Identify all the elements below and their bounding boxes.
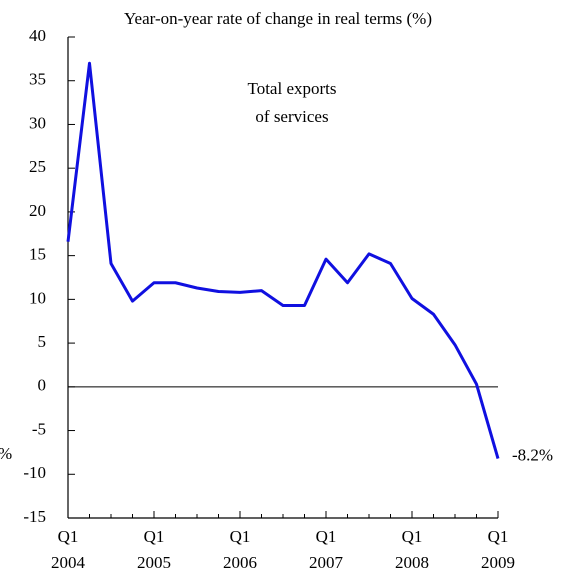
y-tick-label: 10 <box>29 288 46 307</box>
line <box>66 61 500 459</box>
x-tick-label: Q1 2006 <box>223 527 257 572</box>
annotation: Total exports <box>248 79 337 98</box>
y-tick-label: 0 <box>38 376 47 395</box>
x-tick-label: Q1 2005 <box>137 527 171 572</box>
y-tick-label: -5 <box>32 419 46 438</box>
y-tick-label: 5 <box>38 332 47 351</box>
y-tick-label: 40 <box>29 26 46 45</box>
y-tick-label: -10 <box>23 463 46 482</box>
y-tick-label: 15 <box>29 245 46 264</box>
y-tick-label: 30 <box>29 113 46 132</box>
x-tick-label: Q1 2008 <box>395 527 429 572</box>
x-tick-label: Q1 2007 <box>309 527 343 572</box>
x-tick-label: Q1 2004 <box>51 527 85 572</box>
chart-title: Year-on-year rate of change in real term… <box>124 9 432 28</box>
y-tick-label: 20 <box>29 201 46 220</box>
annotation: % <box>0 444 12 463</box>
y-tick-label: 25 <box>29 157 46 176</box>
value-label: -8.2% <box>512 445 553 464</box>
y-tick-label: 35 <box>29 70 46 89</box>
annotation: of services <box>255 107 328 126</box>
x-tick-label: Q1 2009 <box>481 527 515 572</box>
y-tick-label: -15 <box>23 507 46 526</box>
